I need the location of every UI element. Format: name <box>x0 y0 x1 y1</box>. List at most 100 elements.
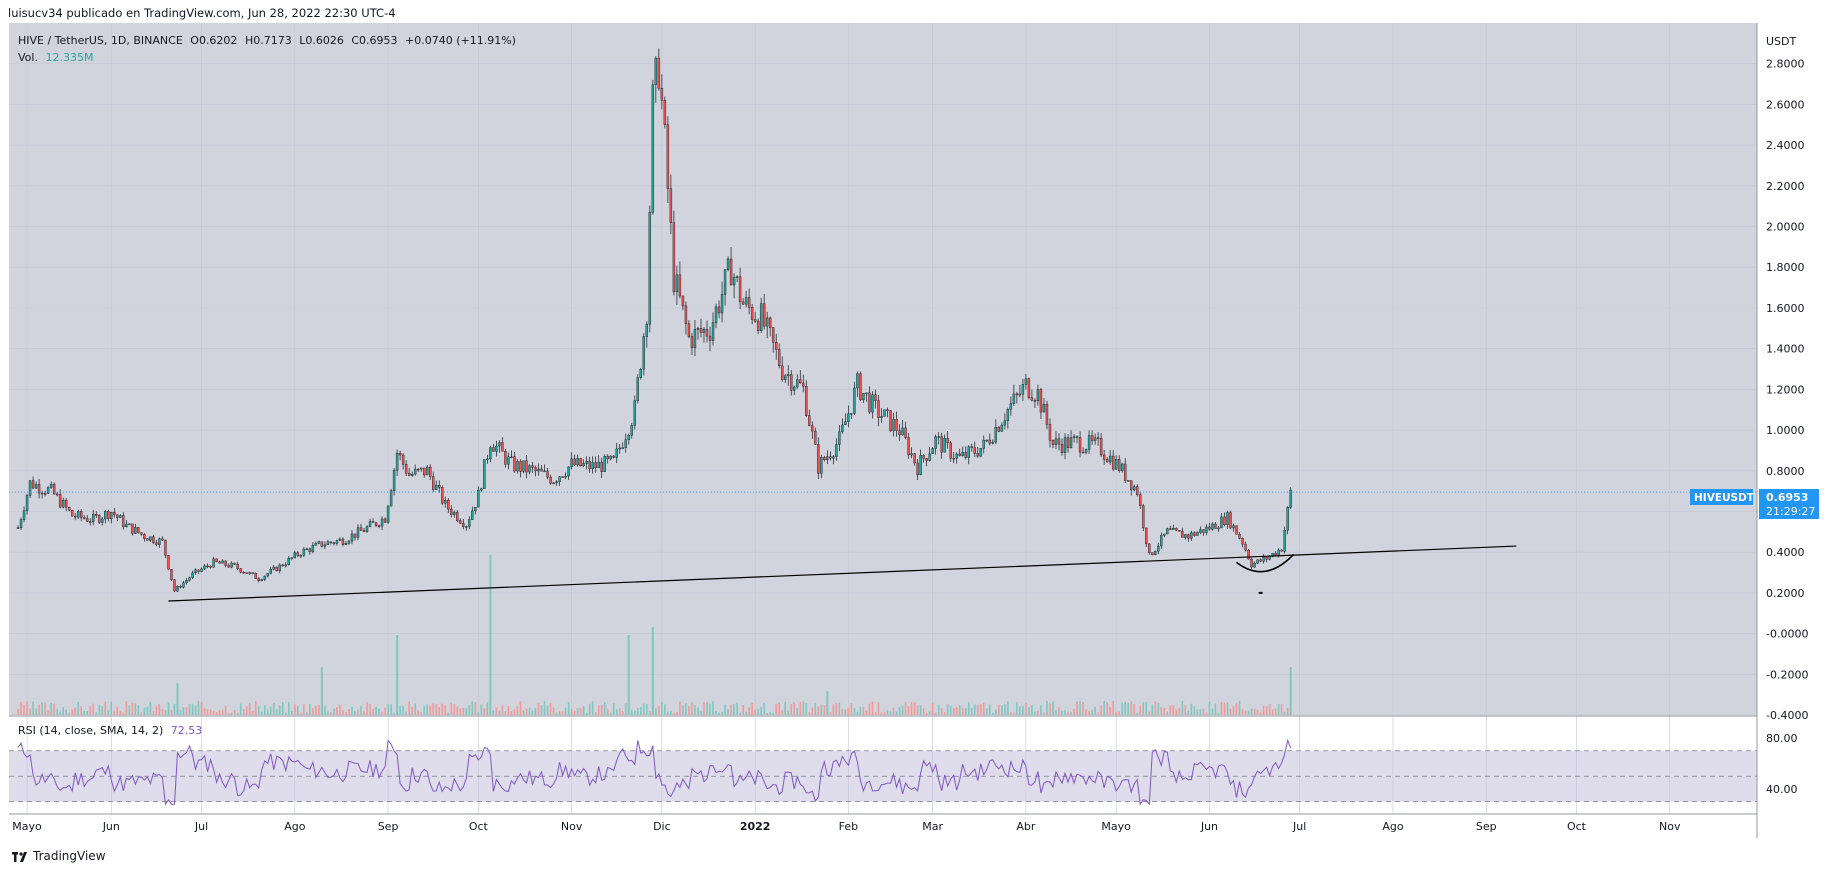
volume-bar <box>1037 710 1039 715</box>
candle-body <box>1280 549 1283 552</box>
volume-bar <box>1082 702 1084 715</box>
candle-body <box>1108 455 1112 463</box>
volume-bar <box>946 704 949 715</box>
volume-bar <box>1034 711 1036 715</box>
candle-body <box>1208 526 1211 530</box>
curve-drawing[interactable] <box>1236 553 1295 573</box>
candle-body <box>251 572 254 574</box>
candle-body <box>1247 549 1250 560</box>
candle-body <box>1184 534 1187 538</box>
x-tick-label: Feb <box>839 820 858 833</box>
volume-bar <box>850 703 853 715</box>
candle-body <box>368 521 372 527</box>
candle-body <box>155 542 158 545</box>
volume-bar <box>53 703 55 715</box>
candle-body <box>513 456 516 472</box>
volume-bar <box>297 705 299 715</box>
candle-body <box>1000 424 1004 432</box>
volume-bar <box>420 712 422 715</box>
volume-bar <box>402 705 404 715</box>
volume-bar <box>315 705 317 715</box>
x-tick-label: 2022 <box>740 820 771 833</box>
volume-bar <box>200 701 203 715</box>
candle-body <box>1145 527 1148 545</box>
volume-bar <box>275 709 278 715</box>
volume-bar <box>167 702 170 715</box>
volume-bar <box>86 710 89 715</box>
candle-body <box>377 525 381 527</box>
candle-body <box>660 88 664 101</box>
candle-body <box>591 462 594 470</box>
volume-label[interactable]: Vol. <box>18 51 38 64</box>
volume-bar <box>769 711 771 715</box>
volume-bar <box>1178 707 1181 715</box>
volume-bar <box>288 702 290 715</box>
volume-bar <box>206 709 209 715</box>
candle-body <box>672 222 676 292</box>
candle-body <box>699 328 703 333</box>
volume-bar <box>281 702 284 715</box>
volume-bar <box>597 705 600 715</box>
candle-body <box>615 448 618 458</box>
candle-body <box>1015 393 1019 396</box>
volume-bar <box>907 706 910 715</box>
volume-bar <box>1016 701 1018 715</box>
volume-bar <box>703 701 705 715</box>
candle-body <box>793 386 796 391</box>
candle-body <box>1259 559 1262 562</box>
volume-bar <box>146 706 149 715</box>
volume-bar <box>116 706 119 715</box>
candle-body <box>374 522 378 526</box>
candle-body <box>125 523 128 527</box>
candle-body <box>119 515 122 518</box>
candle-body <box>937 436 940 438</box>
rsi-label[interactable]: RSI (14, close, SMA, 14, 2) <box>18 724 164 737</box>
volume-bar <box>56 709 58 715</box>
time-axis[interactable]: Mayo Jun Jul Ago Sep Oct Nov Dic 2022 Feb Mar Abr Ma… <box>12 820 1681 833</box>
volume-bar <box>209 709 212 715</box>
legend-low: L0.6026 <box>299 34 344 47</box>
candle-body <box>994 427 998 443</box>
support-trendline[interactable] <box>168 545 1517 602</box>
candles <box>16 48 1292 593</box>
candle-body <box>438 484 441 488</box>
volume-bar <box>269 706 272 715</box>
volume-bar <box>1202 708 1205 715</box>
volume-bar <box>609 712 612 715</box>
candle-body <box>332 542 336 544</box>
candle-body <box>450 508 453 515</box>
volume-bar <box>1217 712 1220 715</box>
volume-bar <box>468 704 471 715</box>
candle-body <box>558 476 561 482</box>
candle-body <box>1057 438 1061 445</box>
volume-bar <box>203 708 206 715</box>
volume-bar <box>254 701 257 715</box>
candle-body <box>489 447 492 460</box>
candle-body <box>468 519 471 527</box>
candle-body <box>1277 549 1280 556</box>
volume-bar <box>1166 711 1169 715</box>
volume-bar <box>1250 708 1253 715</box>
volume-bar <box>336 707 338 715</box>
volume-bar <box>453 703 456 715</box>
candle-body <box>143 534 146 539</box>
volume-bar <box>1187 710 1190 715</box>
candle-body <box>1181 531 1184 538</box>
volume-bar <box>122 712 125 715</box>
volume-bar <box>706 702 708 715</box>
price-axis[interactable]: 2.8000 2.6000 2.4000 2.2000 2.0000 1.8000 1.60… <box>1766 58 1808 722</box>
volume-bar <box>661 701 663 715</box>
candle-body <box>459 520 462 524</box>
x-tick-label: Nov <box>1659 820 1681 833</box>
volume-bar <box>1052 701 1054 715</box>
volume-bar <box>573 710 576 715</box>
footer-brand[interactable]: TradingView <box>33 849 106 863</box>
candle-body <box>1148 543 1151 553</box>
legend-symbol[interactable]: HIVE / TetherUS, 1D, BINANCE <box>18 34 183 47</box>
volume-bar <box>98 704 101 715</box>
candle-body <box>886 409 889 411</box>
candle-body <box>314 542 318 546</box>
volume-bar <box>1271 709 1274 715</box>
y-tick-label: 0.4000 <box>1766 546 1805 559</box>
